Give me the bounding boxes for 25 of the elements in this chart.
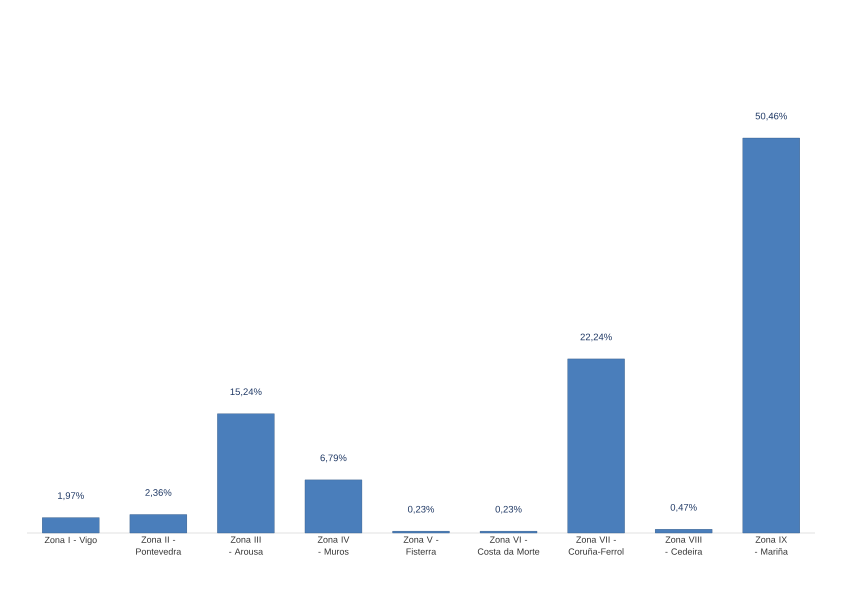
data-label: 22,24% [580, 334, 612, 342]
data-label: 0,47% [670, 504, 697, 512]
data-label: 0,23% [496, 506, 522, 514]
data-label: 1,97% [58, 492, 84, 500]
x-tick-label: Zona III - Arousa [229, 536, 264, 555]
data-label: 0,23% [408, 506, 434, 514]
data-label: 50,46% [756, 112, 787, 121]
data-label: 6,79% [320, 454, 347, 462]
x-tick-label: Zona IV - Muros [318, 536, 350, 555]
x-tick-label: Zona IX - Mariña [754, 536, 788, 555]
x-tick-label: Zona VII - Coruña-Ferrol [568, 536, 624, 555]
x-tick-label: Zona VIII - Cedeira [665, 536, 702, 555]
data-label: 15,24% [230, 388, 262, 396]
data-label: 2,36% [145, 489, 172, 498]
x-tick-label: Zona V - Fisterra [404, 536, 438, 555]
bar [742, 138, 800, 534]
bar [655, 529, 712, 534]
x-tick-label: Zona VI - Costa da Morte [478, 536, 540, 555]
bar [217, 414, 275, 534]
x-tick-label: Zona II - Pontevedra [136, 536, 182, 555]
bar [304, 480, 362, 534]
x-tick-label: Zona I - Vigo [44, 536, 97, 545]
bar [42, 517, 100, 534]
bar [567, 358, 625, 534]
bar [130, 514, 187, 534]
